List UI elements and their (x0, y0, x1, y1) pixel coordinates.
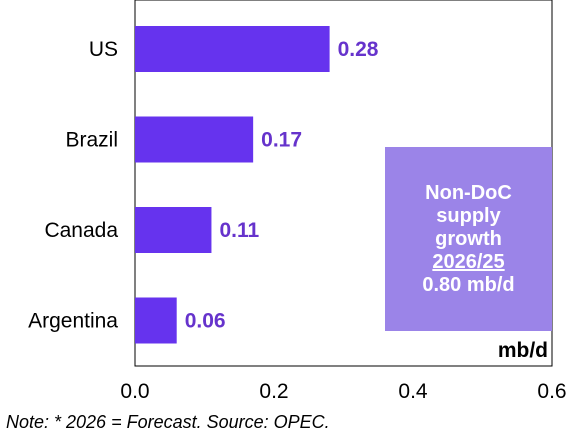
infobox-line-2: supply (436, 204, 501, 227)
infobox-line-1: Non-DoC (425, 181, 512, 204)
category-label-us: US (89, 38, 118, 61)
infobox-period: 2026/25 (432, 250, 505, 273)
category-label-canada: Canada (44, 219, 118, 242)
x-tick-label: 0.0 (120, 380, 149, 403)
value-label-argentina: 0.06 (185, 310, 226, 333)
category-label-argentina: Argentina (28, 310, 118, 333)
bar-brazil (135, 116, 254, 163)
x-axis-ticks: 0.0 0.2 0.4 0.6 (120, 380, 566, 403)
labels-layer: US 0.28 Brazil 0.17 Canada 0.11 Argentina 0.06 (28, 38, 379, 333)
x-tick-label: 0.4 (398, 380, 428, 403)
x-tick-label: 0.2 (259, 380, 288, 403)
bars-layer (135, 26, 330, 344)
footnote: Note: * 2026 = Forecast. Source: OPEC. (6, 412, 330, 432)
value-label-us: 0.28 (338, 38, 379, 61)
bar-us (135, 26, 330, 72)
bar-argentina (135, 297, 177, 344)
infobox-line-3: growth (435, 227, 502, 250)
unit-label: mb/d (498, 339, 548, 362)
value-label-brazil: 0.17 (261, 129, 302, 152)
infobox-total: 0.80 mb/d (422, 273, 515, 296)
plot-area-frame (134, 0, 553, 367)
supply-growth-infobox: Non-DoC supply growth 2026/25 0.80 mb/d (385, 147, 552, 331)
category-label-brazil: Brazil (65, 129, 118, 152)
bar-canada (135, 207, 212, 253)
x-tick-label: 0.6 (537, 380, 566, 403)
value-label-canada: 0.11 (219, 219, 259, 242)
